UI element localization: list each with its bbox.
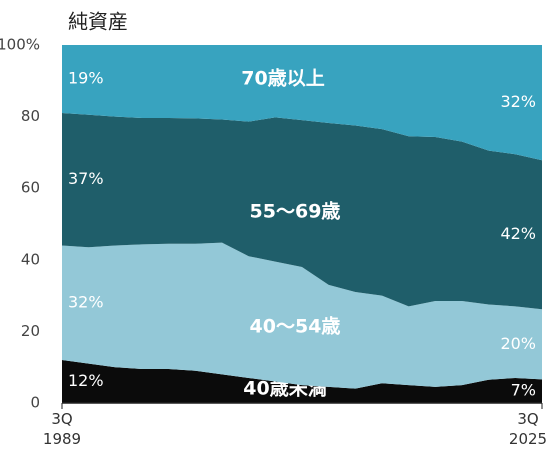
area	[62, 242, 542, 389]
series-label: 70歳以上	[241, 68, 324, 90]
y-tick-label: 20	[21, 322, 40, 340]
value-label: 12%	[68, 371, 104, 390]
value-label: 7%	[511, 381, 536, 400]
area	[62, 360, 542, 403]
series-label: 40～54歳	[250, 316, 341, 338]
y-tick-label: 0	[30, 394, 40, 412]
y-tick-label: 40	[21, 250, 40, 268]
series-label: 55～69歳	[250, 201, 341, 223]
y-tick-label: 100%	[0, 36, 40, 54]
value-label: 37%	[68, 169, 104, 188]
area	[62, 45, 542, 161]
x-tick-label: 3Q 1989	[42, 410, 82, 448]
value-label: 32%	[500, 92, 536, 111]
value-label: 19%	[68, 69, 104, 88]
y-tick-label: 60	[21, 179, 40, 197]
x-tick-label: 3Q 2025	[508, 410, 548, 448]
y-tick-label: 80	[21, 107, 40, 125]
area	[62, 113, 542, 310]
chart-title: 純資産	[68, 10, 128, 34]
value-label: 42%	[500, 224, 536, 243]
value-label: 32%	[68, 292, 104, 311]
value-label: 20%	[500, 334, 536, 353]
